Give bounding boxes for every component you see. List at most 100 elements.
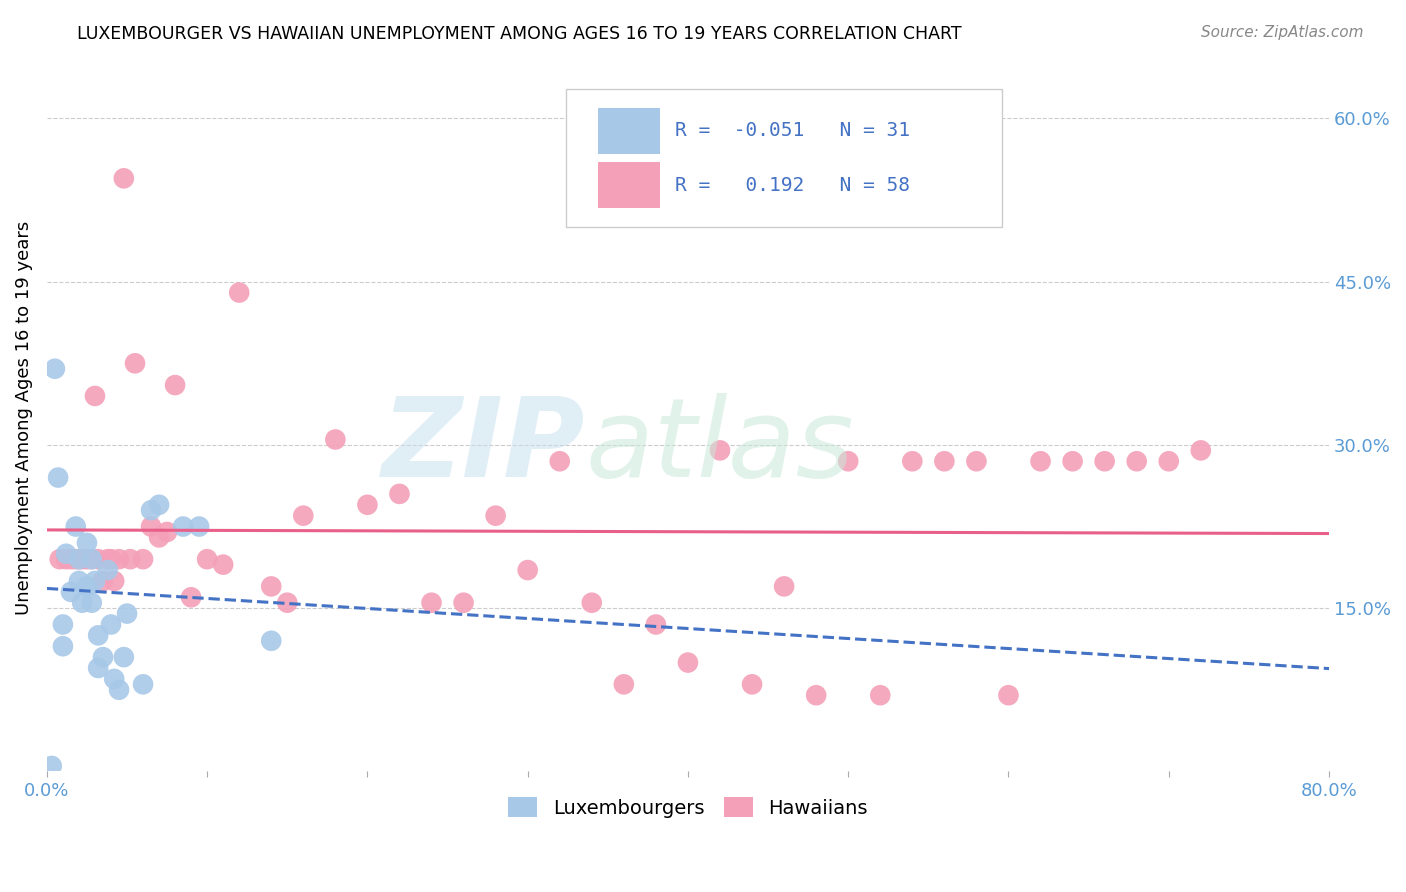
Point [644, 617, 666, 632]
Point [132, 677, 155, 691]
Point [1125, 454, 1147, 468]
Point [1189, 443, 1212, 458]
Point [52, 639, 75, 653]
Point [516, 563, 538, 577]
Point [837, 454, 859, 468]
Point [46, 470, 69, 484]
Point [139, 519, 162, 533]
Point [115, 607, 138, 621]
Point [1062, 454, 1084, 468]
Point [292, 508, 315, 523]
Point [165, 378, 187, 392]
Point [84, 574, 107, 588]
Point [228, 285, 250, 300]
Point [195, 552, 218, 566]
Point [41, 759, 63, 773]
Point [91, 650, 114, 665]
Point [70, 552, 93, 566]
Point [67, 574, 90, 588]
Point [65, 552, 87, 566]
Point [48, 552, 70, 566]
Point [76, 552, 98, 566]
Point [139, 503, 162, 517]
Point [91, 574, 114, 588]
Text: LUXEMBOURGER VS HAWAIIAN UNEMPLOYMENT AMONG AGES 16 TO 19 YEARS CORRELATION CHAR: LUXEMBOURGER VS HAWAIIAN UNEMPLOYMENT AM… [77, 25, 962, 43]
Point [172, 519, 194, 533]
Point [55, 552, 77, 566]
Point [108, 552, 131, 566]
Point [276, 596, 298, 610]
Point [112, 171, 135, 186]
Text: R =   0.192   N = 58: R = 0.192 N = 58 [675, 176, 910, 194]
Point [80, 552, 103, 566]
Point [420, 596, 443, 610]
Point [112, 650, 135, 665]
Point [87, 628, 110, 642]
Text: ZIP: ZIP [382, 392, 585, 500]
Point [100, 552, 122, 566]
Point [55, 547, 77, 561]
Text: Source: ZipAtlas.com: Source: ZipAtlas.com [1201, 25, 1364, 40]
Bar [598, 108, 659, 153]
Text: atlas: atlas [585, 392, 853, 500]
Point [80, 596, 103, 610]
Point [804, 688, 827, 702]
Point [44, 361, 66, 376]
FancyBboxPatch shape [567, 89, 1002, 227]
Point [108, 682, 131, 697]
Point [1157, 454, 1180, 468]
Point [485, 508, 508, 523]
Point [67, 552, 90, 566]
Point [156, 524, 179, 539]
Point [934, 454, 956, 468]
Point [124, 356, 146, 370]
Point [87, 552, 110, 566]
Point [869, 688, 891, 702]
Point [212, 558, 235, 572]
Point [1029, 454, 1052, 468]
Point [103, 574, 125, 588]
Point [84, 389, 107, 403]
Point [388, 487, 411, 501]
Legend: Luxembourgers, Hawaiians: Luxembourgers, Hawaiians [501, 789, 876, 825]
Point [356, 498, 378, 512]
Point [453, 596, 475, 610]
Point [76, 536, 98, 550]
Point [87, 661, 110, 675]
Point [548, 454, 571, 468]
Point [103, 672, 125, 686]
Point [52, 617, 75, 632]
Point [80, 552, 103, 566]
Point [120, 552, 142, 566]
Bar [598, 162, 659, 208]
Point [709, 443, 731, 458]
Point [773, 579, 796, 593]
Point [132, 552, 155, 566]
Point [100, 617, 122, 632]
Point [676, 656, 699, 670]
Point [613, 677, 636, 691]
Point [260, 579, 283, 593]
Point [188, 519, 211, 533]
Point [965, 454, 987, 468]
Point [65, 519, 87, 533]
Point [76, 579, 98, 593]
Point [67, 552, 90, 566]
Text: R =  -0.051   N = 31: R = -0.051 N = 31 [675, 121, 910, 140]
Point [97, 552, 120, 566]
Point [59, 584, 82, 599]
Point [70, 596, 93, 610]
Point [260, 633, 283, 648]
Point [148, 530, 170, 544]
Point [581, 596, 603, 610]
Point [1094, 454, 1116, 468]
Point [997, 688, 1019, 702]
Point [148, 498, 170, 512]
Y-axis label: Unemployment Among Ages 16 to 19 years: Unemployment Among Ages 16 to 19 years [15, 220, 32, 615]
Point [741, 677, 763, 691]
Point [180, 591, 202, 605]
Point [97, 563, 120, 577]
Point [59, 552, 82, 566]
Point [901, 454, 924, 468]
Point [325, 433, 347, 447]
